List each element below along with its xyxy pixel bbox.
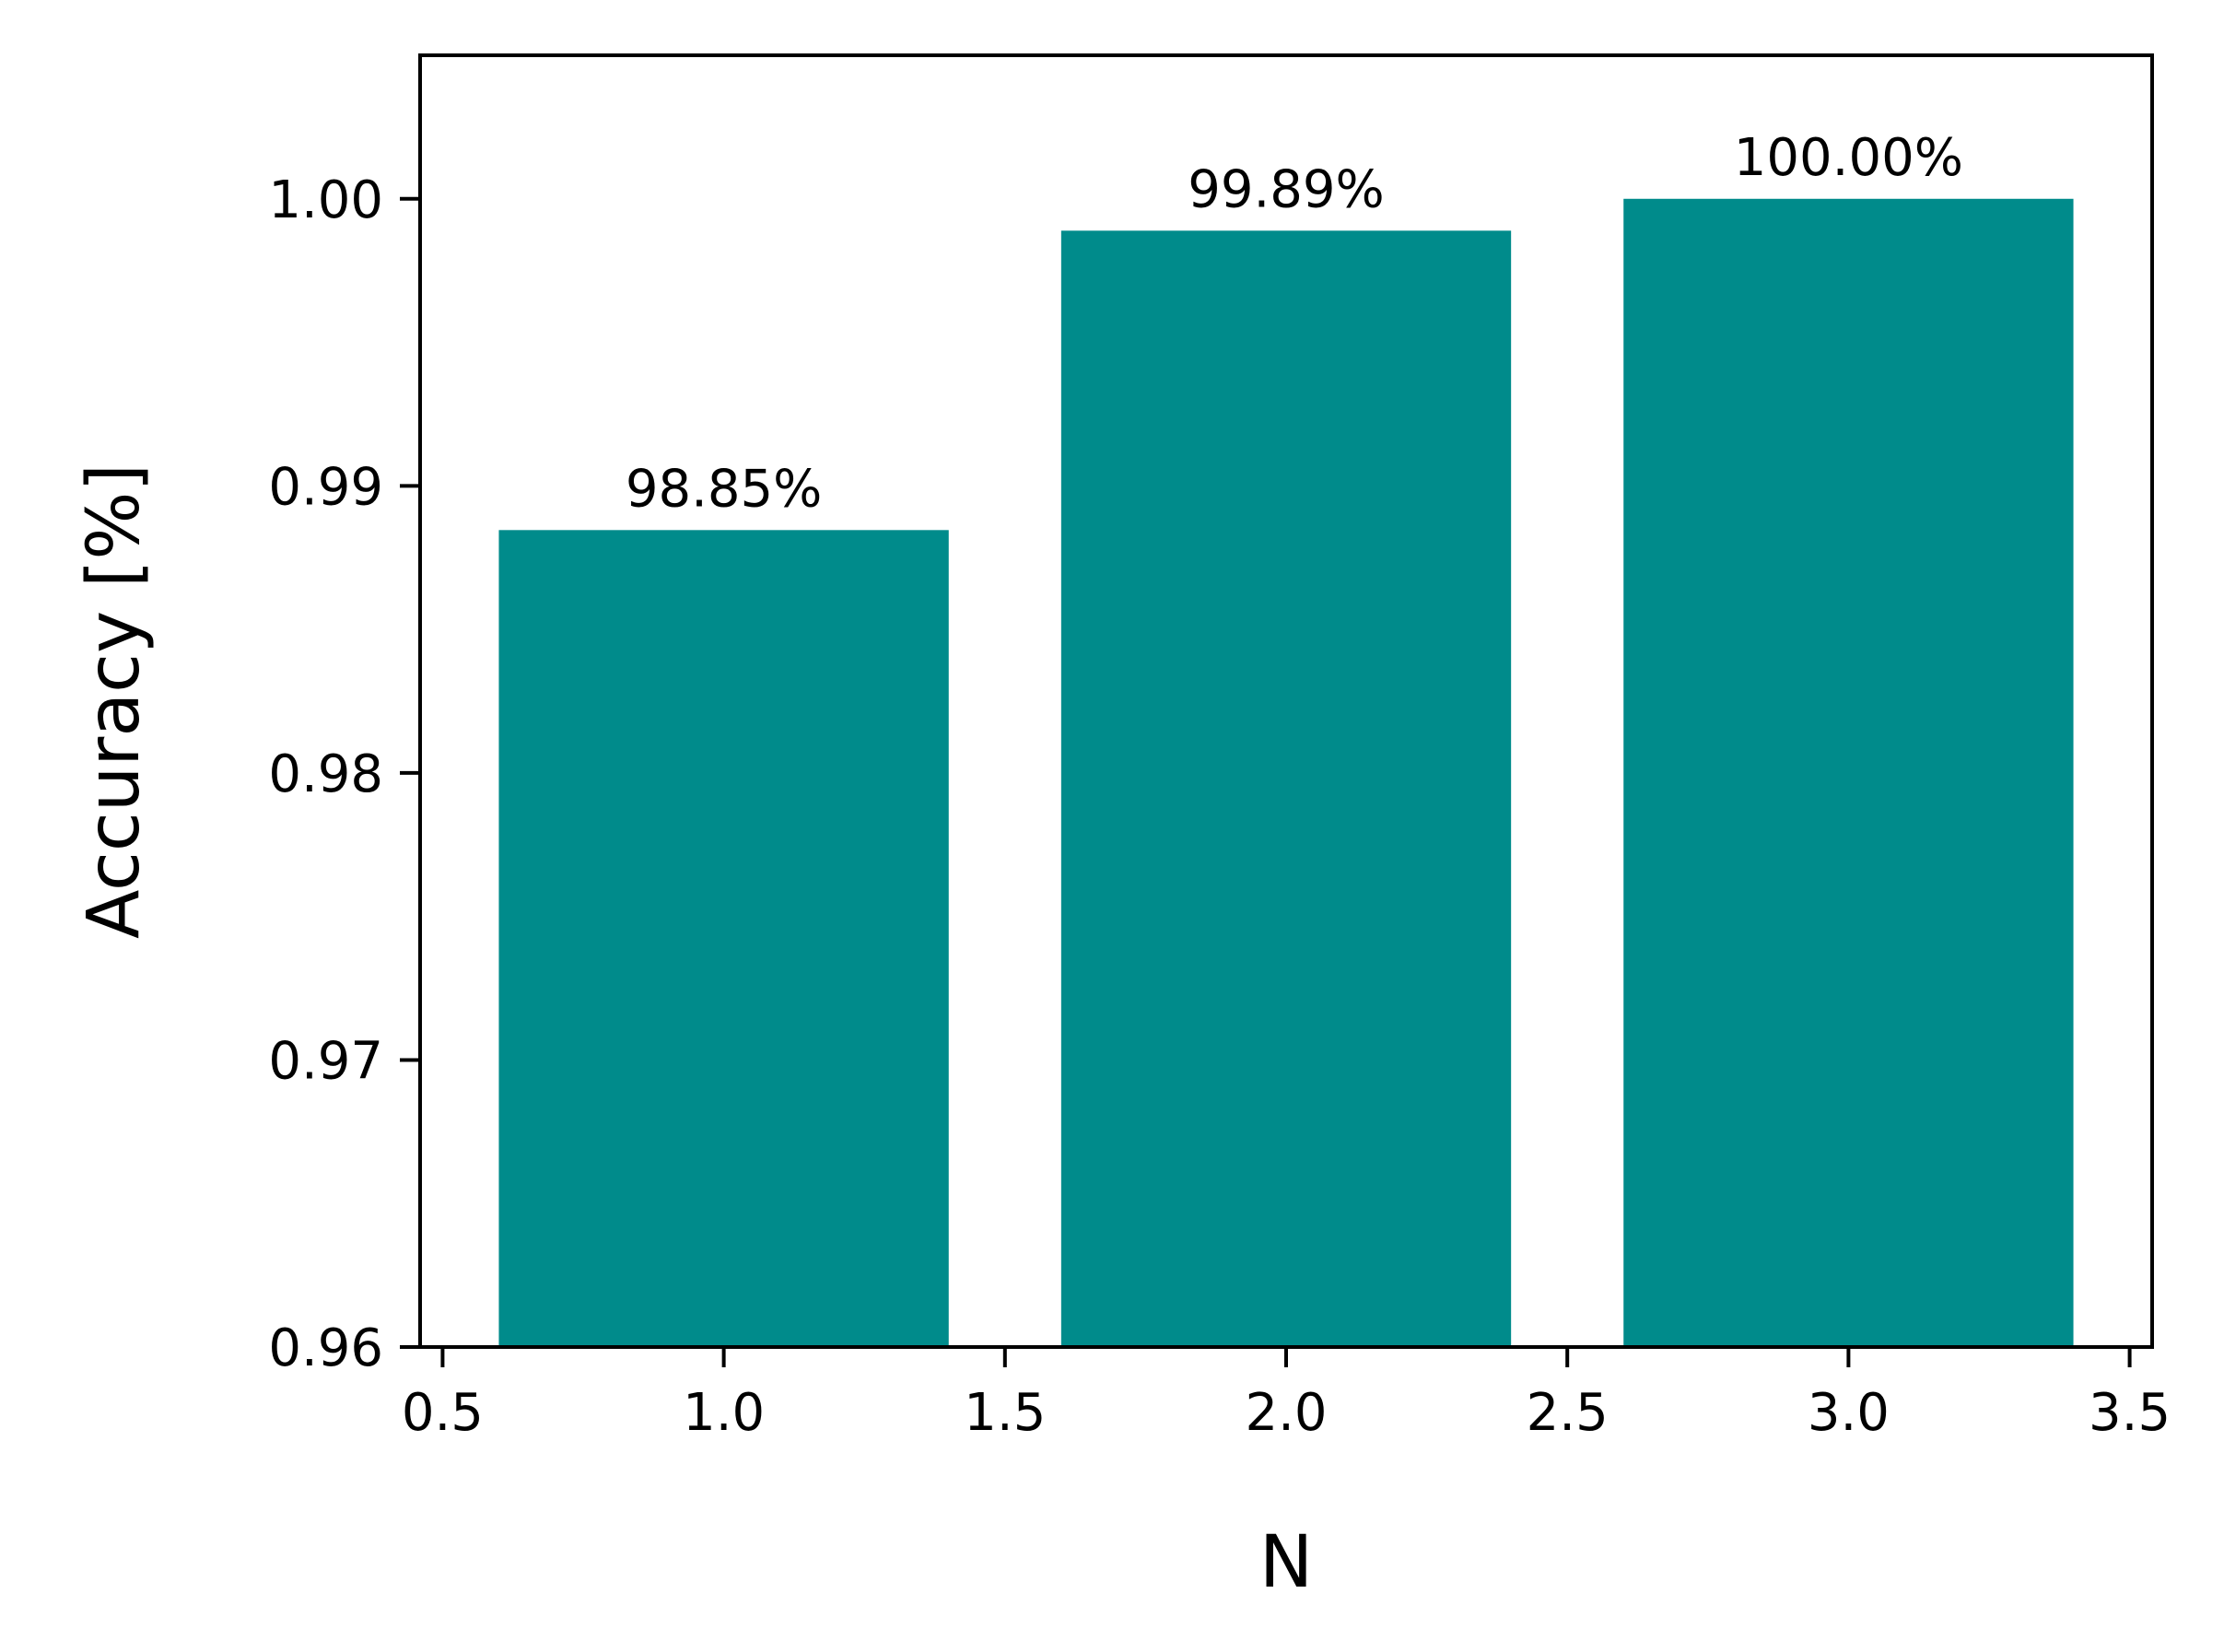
bar-3 — [1623, 198, 2074, 1347]
y-tick-label: 1.00 — [268, 170, 383, 230]
plot-frame — [418, 53, 2154, 1349]
x-tick-label: 1.5 — [964, 1383, 1046, 1443]
x-tick-label: 2.0 — [1245, 1383, 1327, 1443]
x-axis-title: N — [1259, 1521, 1313, 1604]
y-tick-label: 0.97 — [268, 1031, 383, 1091]
y-tick-label: 0.99 — [268, 457, 383, 517]
bar-2 — [1060, 230, 1512, 1347]
bar-value-label-1: 98.85% — [626, 459, 823, 519]
y-axis-title: Accuracy [%] — [73, 463, 156, 939]
x-tick-label: 3.5 — [2089, 1383, 2171, 1443]
y-axis-ticks: 0.96 0.97 0.98 0.99 1.00 — [268, 170, 420, 1378]
bar-labels-group: 98.85% 99.89% 100.00% — [626, 128, 1963, 520]
x-tick-label: 3.0 — [1808, 1383, 1890, 1443]
x-tick-label: 2.5 — [1527, 1383, 1609, 1443]
bar-value-label-2: 99.89% — [1188, 159, 1385, 219]
x-axis-ticks: 0.5 1.0 1.5 2.0 2.5 3.0 3.5 — [402, 1347, 2171, 1443]
x-tick-label: 0.5 — [402, 1383, 484, 1443]
x-tick-label: 1.0 — [683, 1383, 765, 1443]
bar-value-label-3: 100.00% — [1734, 128, 1963, 188]
bar-1 — [498, 530, 949, 1347]
bars-group — [498, 198, 2074, 1347]
y-tick-label: 0.96 — [268, 1318, 383, 1378]
y-tick-label: 0.98 — [268, 744, 383, 804]
